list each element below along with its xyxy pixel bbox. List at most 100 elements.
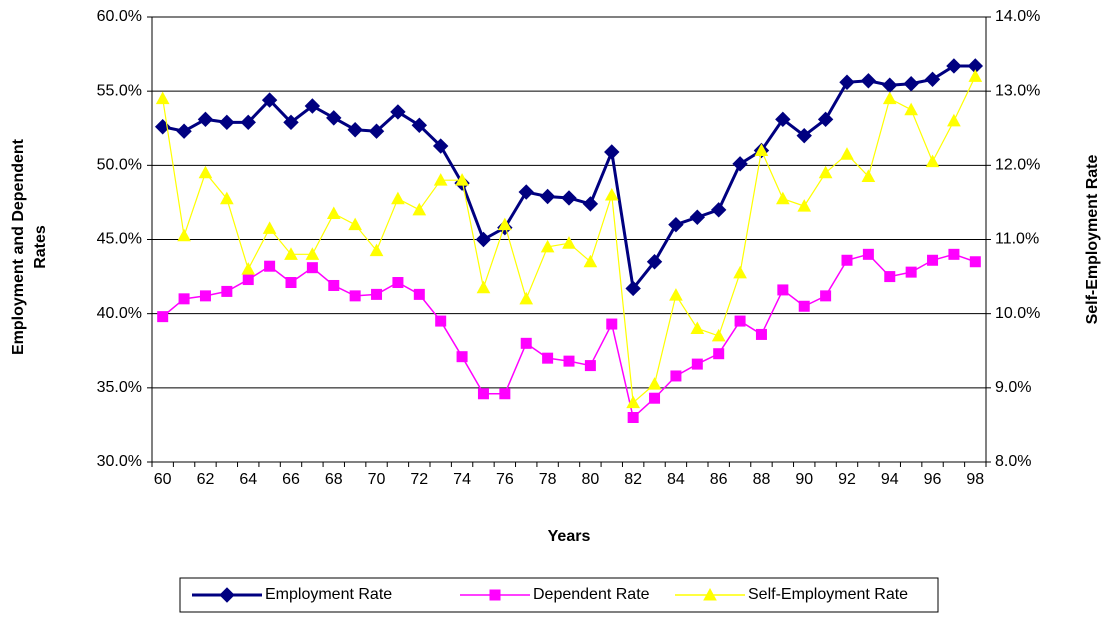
point [820, 290, 832, 302]
x-tick-label: 82 [624, 471, 642, 488]
point [627, 412, 639, 423]
legend-label: Self-Employment Rate [748, 586, 908, 603]
point [862, 248, 874, 260]
point [369, 243, 384, 257]
point [476, 280, 491, 294]
point [710, 202, 727, 218]
legend-label: Employment Rate [265, 586, 392, 603]
point [646, 254, 663, 270]
point [433, 173, 448, 186]
x-tick-label: 66 [282, 471, 300, 488]
point [689, 209, 706, 225]
point [371, 288, 383, 300]
point [219, 114, 235, 131]
point [456, 351, 468, 363]
point [520, 337, 532, 349]
point [306, 262, 318, 274]
point [713, 348, 725, 360]
x-tick-label: 74 [453, 471, 471, 488]
x-tick-label: 96 [924, 471, 942, 488]
y-tick-label: 30.0% [97, 453, 142, 470]
x-tick-label: 84 [667, 471, 685, 488]
point [221, 285, 233, 297]
point [198, 165, 213, 179]
y-tick-label: 60.0% [97, 8, 142, 25]
point [839, 74, 855, 90]
point [178, 293, 190, 305]
point [177, 228, 191, 242]
point [776, 191, 790, 205]
y-tick-label: 50.0% [97, 157, 142, 174]
point [347, 122, 363, 138]
point [261, 92, 278, 108]
point [432, 138, 449, 154]
point [540, 239, 555, 253]
point [348, 217, 362, 231]
point [328, 279, 340, 291]
x-tick-label: 64 [239, 471, 257, 488]
point [604, 187, 619, 201]
y-tick-label: 40.0% [97, 305, 142, 322]
point [841, 254, 853, 266]
point [283, 114, 299, 131]
y2-tick-label: 13.0% [995, 82, 1040, 99]
point [390, 104, 406, 120]
point [518, 184, 534, 200]
point [798, 300, 810, 312]
point [927, 254, 939, 266]
point [368, 123, 385, 139]
legend-marker [489, 589, 501, 601]
point [668, 216, 684, 233]
point [242, 274, 254, 286]
x-tick-label: 62 [197, 471, 215, 488]
y2-tick-label: 12.0% [995, 157, 1040, 174]
point [797, 199, 812, 212]
x-tick-label: 76 [496, 471, 514, 488]
y-tick-label: 45.0% [97, 231, 142, 248]
point [732, 156, 748, 172]
y2-tick-label: 8.0% [995, 453, 1031, 470]
point [733, 265, 747, 279]
point [477, 388, 489, 400]
point [542, 352, 554, 364]
point [817, 111, 834, 128]
x-tick-label: 70 [368, 471, 386, 488]
point [435, 315, 447, 327]
legend-marker [703, 587, 717, 601]
x-tick-label: 98 [966, 471, 984, 488]
legend-box [179, 577, 939, 613]
point [711, 328, 726, 342]
x-tick-label: 94 [881, 471, 899, 488]
point [285, 277, 297, 289]
point [649, 392, 661, 404]
point [755, 328, 767, 340]
y2-tick-label: 11.0% [995, 231, 1039, 248]
point [905, 266, 917, 278]
point [861, 169, 876, 182]
point [669, 288, 683, 301]
point [925, 154, 940, 168]
y2-tick-label: 14.0% [995, 8, 1040, 25]
point [561, 190, 577, 206]
x-tick-label: 88 [753, 471, 771, 488]
point [562, 236, 576, 249]
point [519, 291, 534, 305]
point [199, 290, 211, 302]
y2-tick-label: 10.0% [995, 305, 1040, 322]
point [777, 284, 789, 296]
point [882, 91, 897, 105]
point [840, 147, 854, 160]
point [197, 111, 214, 128]
point [262, 221, 277, 234]
x-tick-label: 86 [710, 471, 728, 488]
point [349, 290, 361, 302]
point [946, 58, 962, 74]
point [264, 260, 276, 272]
point [690, 321, 705, 334]
point [969, 256, 981, 268]
point [176, 123, 192, 139]
point [220, 191, 234, 205]
point [498, 217, 512, 231]
